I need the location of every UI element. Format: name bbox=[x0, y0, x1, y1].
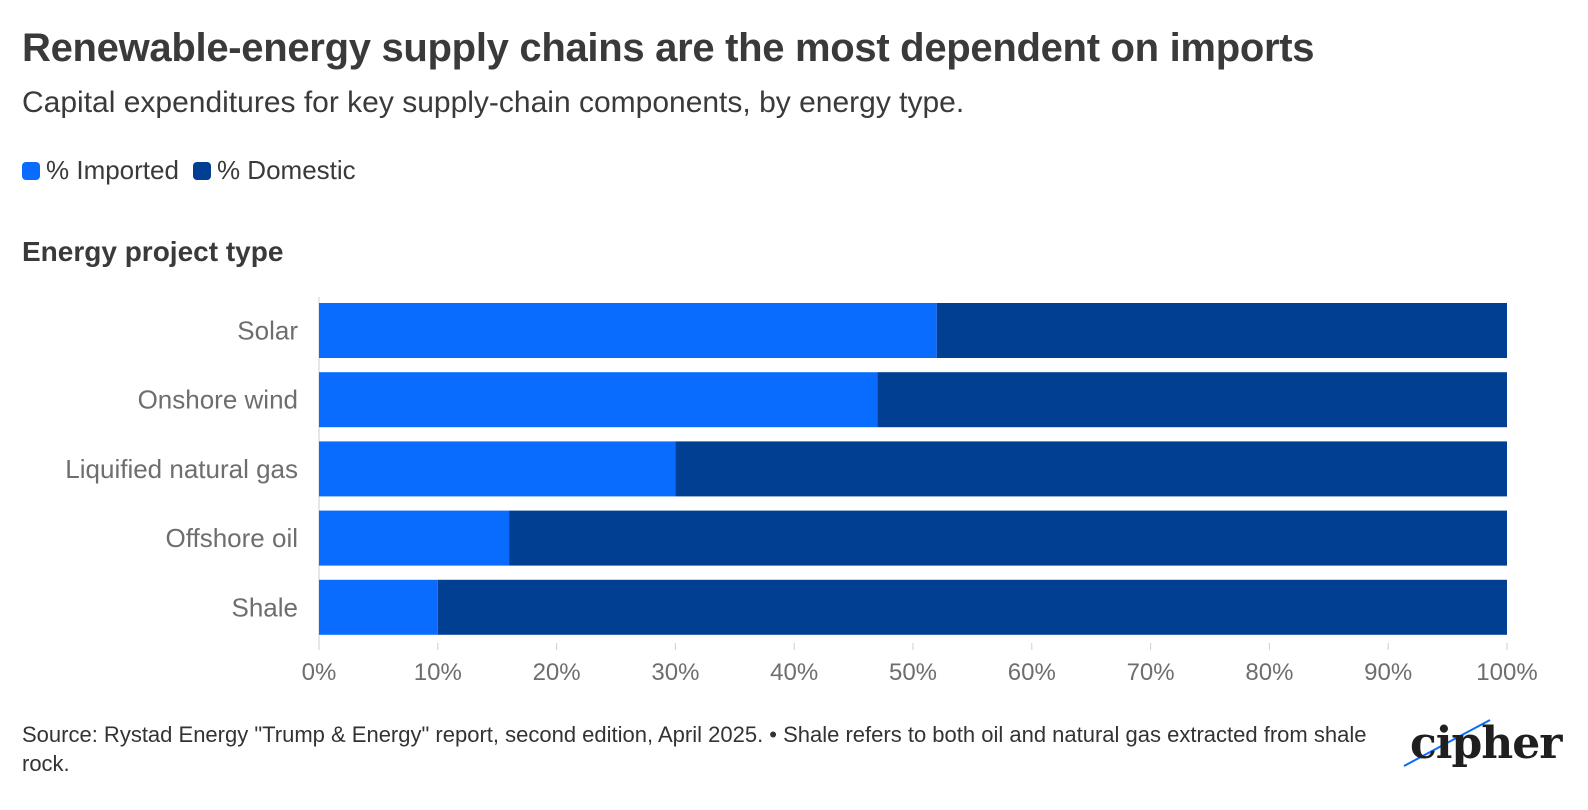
chart-subtitle: Capital expenditures for key supply-chai… bbox=[22, 86, 965, 119]
cipher-logo: cipher bbox=[1402, 716, 1562, 780]
bar-chart: Solar Onshore wind Liquified natural gas Of… bbox=[65, 297, 1538, 686]
logo-slash-icon bbox=[1403, 719, 1491, 767]
x-tick-label: 90% bbox=[1364, 659, 1412, 686]
x-tick-label: 10% bbox=[414, 659, 462, 686]
logo-wordmark: cipher bbox=[1410, 718, 1562, 769]
bar-imported-shale bbox=[319, 579, 438, 635]
bar-imported-onshore-wind bbox=[319, 372, 878, 428]
x-tick-label: 80% bbox=[1245, 659, 1293, 686]
bar-domestic-offshore-oil bbox=[509, 510, 1508, 566]
category-label: Onshore wind bbox=[138, 385, 298, 415]
category-label: Solar bbox=[237, 316, 298, 346]
source-note: Source: Rystad Energy "Trump & Energy" r… bbox=[22, 722, 1367, 776]
category-label: Shale bbox=[232, 592, 299, 622]
legend-label-imported: % Imported bbox=[46, 155, 179, 185]
bar-imported-solar bbox=[319, 303, 937, 358]
x-tick-label: 30% bbox=[651, 659, 699, 686]
x-tick-label: 100% bbox=[1476, 659, 1537, 686]
bar-domestic-shale bbox=[437, 579, 1507, 635]
legend: % Imported % Domestic bbox=[22, 155, 370, 186]
category-label: Liquified natural gas bbox=[65, 454, 298, 484]
bar-domestic-solar bbox=[936, 303, 1507, 358]
x-tick-label: 60% bbox=[1008, 659, 1056, 686]
x-tick-label: 20% bbox=[533, 659, 581, 686]
x-tick-label: 0% bbox=[302, 659, 337, 686]
x-tick-label: 40% bbox=[770, 659, 818, 686]
category-label: Offshore oil bbox=[166, 523, 298, 553]
x-tick-label: 50% bbox=[889, 659, 937, 686]
legend-item-domestic: % Domestic bbox=[192, 155, 356, 186]
bar-imported-liquified-natural-gas bbox=[319, 441, 676, 497]
legend-swatch-domestic bbox=[192, 161, 211, 180]
legend-label-domestic: % Domestic bbox=[216, 155, 356, 185]
legend-item-imported: % Imported bbox=[22, 155, 179, 186]
x-tick-label: 70% bbox=[1127, 659, 1175, 686]
legend-swatch-imported bbox=[22, 161, 40, 180]
chart-title: Renewable-energy supply chains are the m… bbox=[22, 26, 1315, 70]
bar-domestic-liquified-natural-gas bbox=[675, 441, 1507, 497]
bar-domestic-onshore-wind bbox=[877, 372, 1507, 428]
bar-imported-offshore-oil bbox=[319, 510, 510, 566]
y-axis-title: Energy project type bbox=[22, 236, 284, 267]
